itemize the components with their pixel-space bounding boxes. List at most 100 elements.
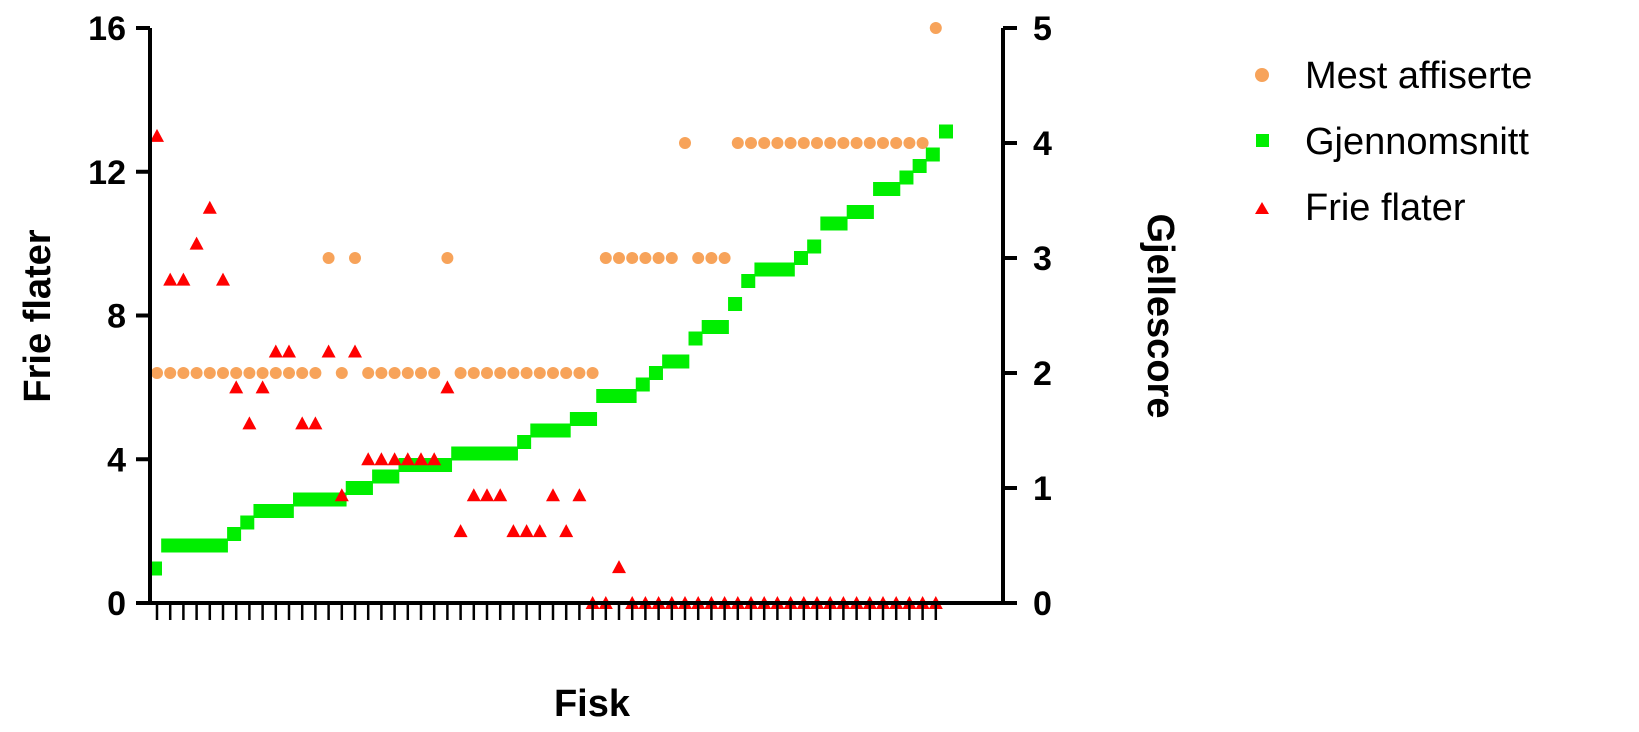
- data-point-mest-affiserte: [837, 137, 850, 149]
- data-point-frie-flater: [282, 344, 296, 358]
- data-point-mest-affiserte: [481, 367, 493, 379]
- data-point-gjennomsnitt: [807, 239, 822, 254]
- data-point-frie-flater: [427, 452, 442, 466]
- legend-label-frie-flater: Frie flater: [1305, 187, 1466, 229]
- left-tick-label: 0: [107, 585, 126, 623]
- data-point-gjennomsnitt: [741, 274, 756, 288]
- data-point-gjennomsnitt: [912, 159, 927, 173]
- data-point-gjennomsnitt: [451, 446, 466, 461]
- data-point-mest-affiserte: [217, 367, 229, 379]
- data-point-frie-flater: [176, 272, 191, 286]
- data-point-gjennomsnitt: [714, 320, 729, 334]
- legend-marker-frie-flater: [1255, 202, 1269, 214]
- data-point-gjennomsnitt: [820, 216, 835, 231]
- data-point-mest-affiserte: [771, 137, 784, 149]
- data-point-mest-affiserte: [533, 367, 546, 379]
- data-point-mest-affiserte: [256, 367, 269, 379]
- series-2: [150, 128, 943, 609]
- data-point-mest-affiserte: [520, 367, 533, 379]
- series-0: [151, 22, 942, 379]
- data-point-mest-affiserte: [454, 367, 467, 379]
- data-point-gjennomsnitt: [635, 377, 650, 392]
- data-point-gjennomsnitt: [293, 492, 308, 507]
- data-point-mest-affiserte: [692, 252, 705, 264]
- data-point-gjennomsnitt: [662, 354, 677, 369]
- data-point-mest-affiserte: [415, 367, 427, 379]
- data-point-mest-affiserte: [349, 252, 361, 264]
- x-axis: [150, 601, 1003, 620]
- data-point-frie-flater: [361, 452, 376, 466]
- data-point-mest-affiserte: [296, 367, 309, 379]
- data-point-frie-flater: [519, 524, 534, 538]
- data-point-frie-flater: [414, 452, 428, 466]
- data-point-gjennomsnitt: [517, 435, 532, 449]
- data-point-gjennomsnitt: [543, 423, 558, 438]
- data-point-gjennomsnitt: [464, 446, 479, 461]
- data-point-mest-affiserte: [547, 367, 559, 379]
- data-point-mest-affiserte: [388, 367, 401, 379]
- data-point-gjennomsnitt: [556, 423, 571, 438]
- data-point-frie-flater: [242, 416, 257, 430]
- data-point-gjennomsnitt: [372, 469, 387, 484]
- data-point-gjennomsnitt: [925, 147, 940, 162]
- data-point-frie-flater: [480, 488, 494, 502]
- data-point-mest-affiserte: [507, 367, 520, 379]
- data-point-mest-affiserte: [322, 252, 335, 264]
- data-point-mest-affiserte: [784, 137, 797, 149]
- data-point-mest-affiserte: [613, 252, 625, 264]
- left-tick-label: 8: [107, 298, 126, 336]
- data-point-gjennomsnitt: [622, 389, 637, 403]
- data-point-gjennomsnitt: [675, 354, 690, 369]
- data-point-mest-affiserte: [758, 137, 771, 149]
- data-point-frie-flater: [506, 524, 521, 538]
- data-point-frie-flater: [572, 488, 587, 502]
- data-point-mest-affiserte: [705, 252, 718, 264]
- data-point-mest-affiserte: [269, 367, 282, 379]
- data-point-mest-affiserte: [916, 137, 929, 149]
- data-point-gjennomsnitt: [477, 446, 492, 461]
- data-point-gjennomsnitt: [385, 469, 400, 484]
- data-point-gjennomsnitt: [846, 205, 861, 219]
- data-point-mest-affiserte: [626, 252, 639, 264]
- data-point-gjennomsnitt: [780, 262, 795, 277]
- data-point-mest-affiserte: [877, 137, 889, 149]
- data-point-frie-flater: [374, 452, 389, 466]
- right-y-axis: 0 1 2 3 4 5: [1001, 10, 1052, 623]
- data-point-gjennomsnitt: [213, 538, 228, 553]
- data-point-mest-affiserte: [745, 137, 757, 149]
- data-point-gjennomsnitt: [873, 182, 888, 196]
- data-point-frie-flater: [400, 452, 415, 466]
- right-tick-label: 0: [1033, 585, 1052, 623]
- data-point-mest-affiserte: [151, 367, 163, 379]
- data-point-mest-affiserte: [639, 252, 652, 264]
- data-point-frie-flater: [229, 380, 244, 394]
- data-point-frie-flater: [163, 272, 178, 286]
- data-point-gjennomsnitt: [767, 262, 782, 277]
- data-point-gjennomsnitt: [345, 481, 360, 495]
- legend-marker-mest-affiserte: [1255, 68, 1269, 82]
- data-point-frie-flater: [334, 488, 349, 502]
- right-tick-label: 3: [1033, 240, 1052, 278]
- data-point-frie-flater: [453, 524, 468, 538]
- data-point-gjennomsnitt: [648, 366, 663, 380]
- left-tick-label: 12: [88, 154, 126, 192]
- data-point-gjennomsnitt: [227, 527, 242, 541]
- data-point-gjennomsnitt: [319, 492, 334, 507]
- data-point-gjennomsnitt: [886, 182, 901, 196]
- right-tick-label: 4: [1033, 125, 1052, 163]
- series-1: [148, 124, 953, 576]
- data-point-gjennomsnitt: [859, 205, 874, 219]
- data-point-frie-flater: [321, 344, 336, 358]
- data-point-mest-affiserte: [283, 367, 295, 379]
- data-point-gjennomsnitt: [569, 412, 584, 426]
- plot-area: [148, 22, 953, 609]
- data-point-gjennomsnitt: [240, 515, 255, 530]
- data-point-gjennomsnitt: [358, 481, 373, 495]
- data-point-mest-affiserte: [494, 367, 507, 379]
- data-point-frie-flater: [493, 488, 508, 502]
- data-point-frie-flater: [546, 488, 560, 502]
- data-point-gjennomsnitt: [899, 170, 914, 185]
- left-tick-label: 4: [107, 441, 126, 479]
- data-point-gjennomsnitt: [306, 492, 321, 507]
- legend: Mest affiserte Gjennomsnitt Frie flater: [1255, 55, 1532, 229]
